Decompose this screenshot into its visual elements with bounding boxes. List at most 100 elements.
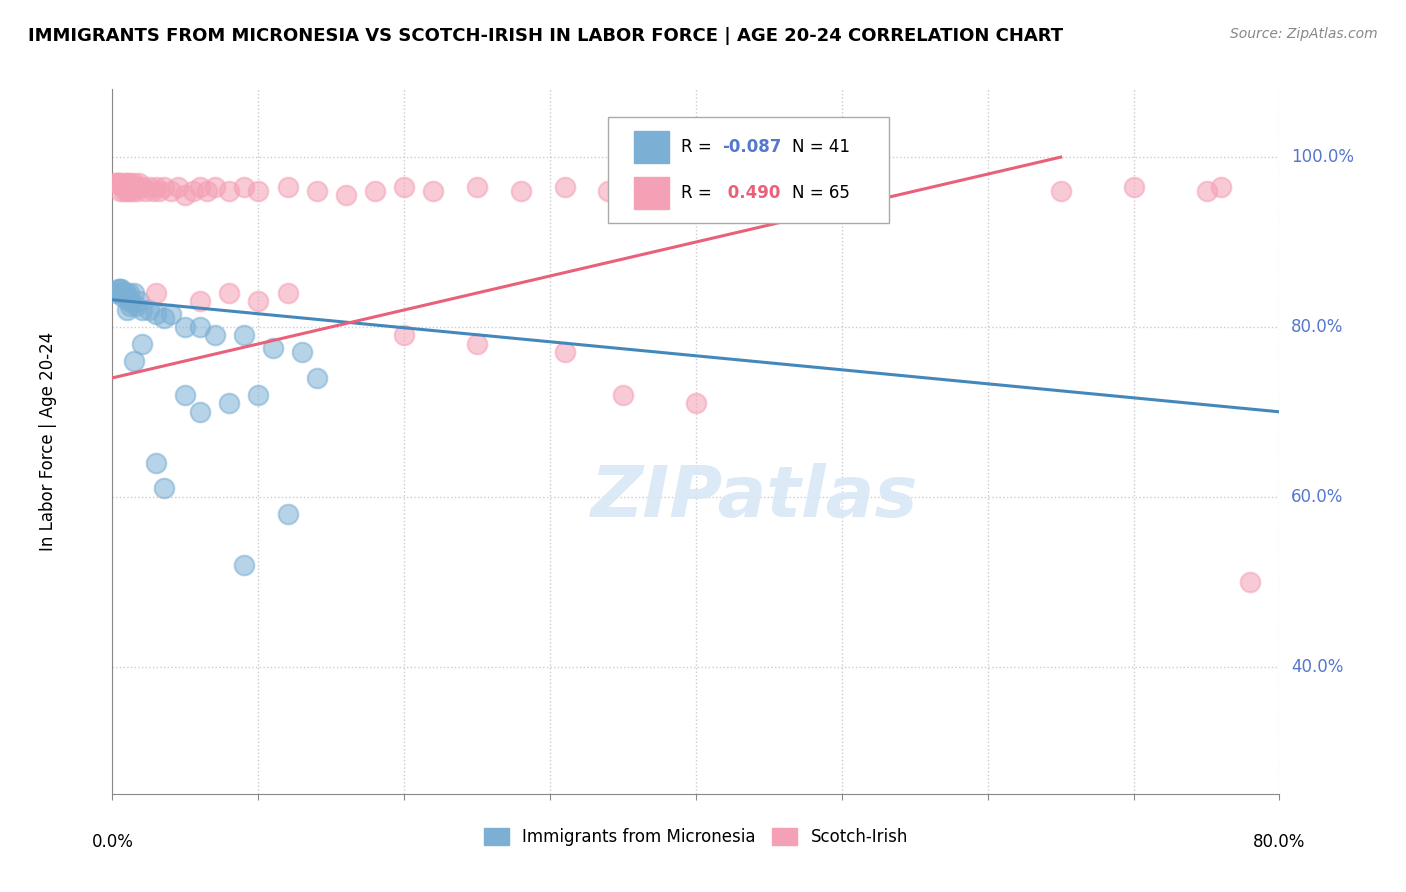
Point	[188, 294, 211, 309]
Point	[125, 299, 148, 313]
Point	[105, 176, 128, 190]
FancyBboxPatch shape	[609, 118, 889, 223]
Point	[305, 184, 328, 198]
Text: R =: R =	[681, 138, 717, 156]
Point	[115, 302, 138, 317]
Point	[174, 188, 197, 202]
Point	[188, 179, 211, 194]
Text: IMMIGRANTS FROM MICRONESIA VS SCOTCH-IRISH IN LABOR FORCE | AGE 20-24 CORRELATIO: IMMIGRANTS FROM MICRONESIA VS SCOTCH-IRI…	[28, 27, 1063, 45]
Point	[111, 290, 134, 304]
Point	[305, 371, 328, 385]
Point	[114, 285, 136, 300]
Point	[247, 294, 270, 309]
Point	[160, 184, 183, 198]
Point	[112, 184, 135, 198]
Point	[120, 179, 142, 194]
Text: R =: R =	[681, 184, 717, 202]
Point	[145, 456, 167, 470]
Point	[107, 282, 129, 296]
Point	[122, 184, 145, 198]
Point	[276, 179, 298, 194]
Point	[1195, 184, 1218, 198]
Point	[685, 396, 707, 410]
Point	[509, 184, 531, 198]
Point	[108, 176, 131, 190]
Text: 40.0%: 40.0%	[1291, 657, 1344, 675]
Point	[110, 282, 132, 296]
Point	[772, 184, 794, 198]
Text: Source: ZipAtlas.com: Source: ZipAtlas.com	[1230, 27, 1378, 41]
Text: N = 41: N = 41	[792, 138, 849, 156]
Point	[148, 184, 170, 198]
Point	[120, 294, 142, 309]
Point	[127, 184, 149, 198]
Point	[131, 179, 153, 194]
Point	[394, 328, 416, 343]
Point	[138, 179, 160, 194]
Point	[112, 285, 135, 300]
Point	[204, 179, 226, 194]
Point	[128, 294, 150, 309]
Point	[335, 188, 357, 202]
Point	[115, 184, 138, 198]
Point	[218, 184, 240, 198]
Point	[204, 328, 226, 343]
Point	[167, 179, 190, 194]
Point	[641, 179, 664, 194]
Point	[232, 558, 254, 572]
Point	[1049, 184, 1071, 198]
Point	[104, 176, 127, 190]
Point	[131, 302, 153, 317]
Point	[465, 337, 488, 351]
Point	[107, 176, 129, 190]
Point	[108, 285, 131, 300]
Point	[114, 176, 136, 190]
Point	[598, 184, 620, 198]
Point	[1209, 179, 1232, 194]
Point	[276, 285, 298, 300]
Point	[117, 294, 139, 309]
Point	[111, 285, 134, 300]
Text: 0.0%: 0.0%	[91, 832, 134, 851]
Point	[115, 176, 138, 190]
Point	[125, 179, 148, 194]
Point	[117, 184, 139, 198]
Point	[118, 299, 141, 313]
Point	[124, 354, 146, 368]
Point	[247, 184, 270, 198]
Point	[685, 184, 707, 198]
Point	[465, 179, 488, 194]
Point	[142, 184, 165, 198]
Point	[612, 388, 634, 402]
Point	[554, 345, 576, 359]
Point	[134, 184, 156, 198]
Point	[422, 184, 444, 198]
Point	[118, 176, 141, 190]
Text: -0.087: -0.087	[721, 138, 780, 156]
Point	[394, 179, 416, 194]
Point	[364, 184, 387, 198]
Point	[218, 285, 240, 300]
Point	[554, 179, 576, 194]
Point	[124, 176, 146, 190]
Point	[152, 179, 174, 194]
Point	[105, 285, 128, 300]
Point	[262, 341, 284, 355]
Point	[131, 337, 153, 351]
Point	[145, 285, 167, 300]
Bar	[634, 131, 669, 163]
Text: ZIPatlas: ZIPatlas	[591, 464, 918, 533]
Point	[111, 179, 134, 194]
Point	[174, 388, 197, 402]
Text: N = 65: N = 65	[792, 184, 849, 202]
Point	[1239, 574, 1261, 589]
Text: 100.0%: 100.0%	[1291, 148, 1354, 166]
Point	[188, 405, 211, 419]
Point	[128, 176, 150, 190]
Point	[160, 307, 183, 321]
Legend: Immigrants from Micronesia, Scotch-Irish: Immigrants from Micronesia, Scotch-Irish	[477, 821, 915, 853]
Point	[218, 396, 240, 410]
Point	[181, 184, 204, 198]
Point	[232, 179, 254, 194]
Text: 60.0%: 60.0%	[1291, 488, 1344, 506]
